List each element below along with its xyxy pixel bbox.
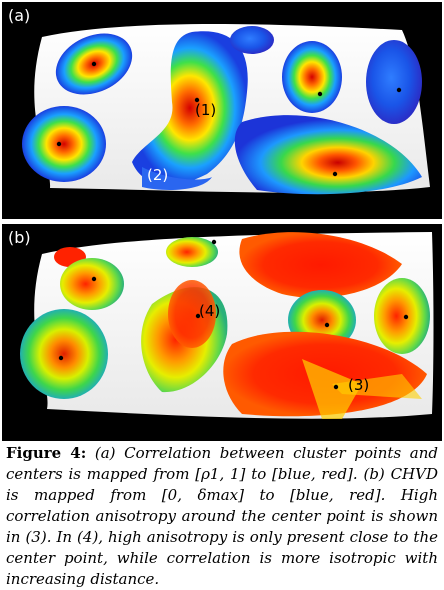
annotation-1: (1) — [195, 101, 217, 119]
cluster-blob-2 — [234, 115, 422, 195]
chvd-surface-image — [20, 232, 434, 419]
annotation-4: (4) — [199, 302, 221, 320]
cluster-blob — [132, 31, 248, 185]
figure-caption: Figure 4: (a) Correlation between cluste… — [6, 443, 438, 590]
cluster-blob — [230, 26, 274, 54]
cluster-blob — [282, 41, 342, 113]
panel-label-a: (a) — [8, 6, 31, 25]
panel-label-b: (b) — [8, 228, 31, 247]
figure-panel-a: (a) (1) (2) — [2, 2, 442, 219]
caption-text: (a) Correlation between cluster points a… — [6, 444, 438, 588]
annotation-3: (3) — [348, 376, 370, 394]
figure-panel-b: (b) (4) (3) — [2, 224, 442, 441]
annotation-2: (2) — [147, 166, 169, 184]
cluster-blob — [366, 40, 422, 124]
figure-label: Figure 4: — [6, 444, 87, 462]
cluster-blob — [22, 106, 106, 182]
cluster-blob — [142, 167, 212, 190]
correlation-surface-image — [22, 24, 430, 195]
